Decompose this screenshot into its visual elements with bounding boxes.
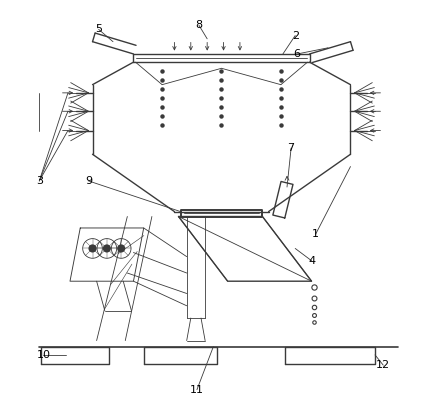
Text: 6: 6 [294, 49, 301, 59]
Text: 7: 7 [288, 143, 295, 153]
Circle shape [117, 244, 125, 253]
Circle shape [103, 244, 111, 253]
Circle shape [89, 244, 97, 253]
Text: 8: 8 [195, 20, 202, 30]
Text: 9: 9 [85, 176, 92, 186]
Text: 2: 2 [291, 31, 299, 41]
Text: 4: 4 [308, 256, 315, 266]
Text: 5: 5 [95, 24, 102, 34]
Text: 10: 10 [36, 350, 51, 360]
Text: 1: 1 [312, 229, 319, 239]
Text: 11: 11 [190, 385, 204, 395]
Text: 3: 3 [36, 176, 43, 186]
Text: 12: 12 [376, 360, 390, 370]
